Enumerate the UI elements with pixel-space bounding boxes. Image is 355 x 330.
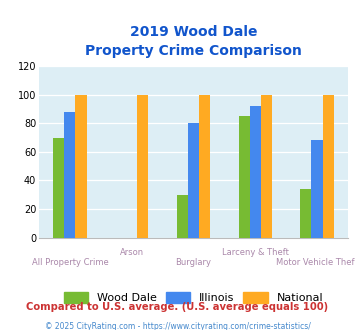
Text: Burglary: Burglary xyxy=(175,258,212,267)
Bar xyxy=(53,138,64,238)
Legend: Wood Dale, Illinois, National: Wood Dale, Illinois, National xyxy=(59,288,328,308)
Bar xyxy=(250,106,261,238)
Bar xyxy=(188,123,199,238)
Bar xyxy=(137,95,148,238)
Bar xyxy=(311,140,323,238)
Bar xyxy=(239,116,250,238)
Bar xyxy=(64,112,76,238)
Bar xyxy=(300,189,311,238)
Bar xyxy=(76,95,87,238)
Text: Motor Vehicle Theft: Motor Vehicle Theft xyxy=(276,258,355,267)
Text: © 2025 CityRating.com - https://www.cityrating.com/crime-statistics/: © 2025 CityRating.com - https://www.city… xyxy=(45,322,310,330)
Bar xyxy=(177,195,188,238)
Bar xyxy=(261,95,272,238)
Text: Compared to U.S. average. (U.S. average equals 100): Compared to U.S. average. (U.S. average … xyxy=(26,302,329,312)
Text: Arson: Arson xyxy=(120,248,144,257)
Text: Larceny & Theft: Larceny & Theft xyxy=(222,248,289,257)
Text: All Property Crime: All Property Crime xyxy=(32,258,108,267)
Bar xyxy=(323,95,334,238)
Bar xyxy=(199,95,210,238)
Title: 2019 Wood Dale
Property Crime Comparison: 2019 Wood Dale Property Crime Comparison xyxy=(85,25,302,58)
